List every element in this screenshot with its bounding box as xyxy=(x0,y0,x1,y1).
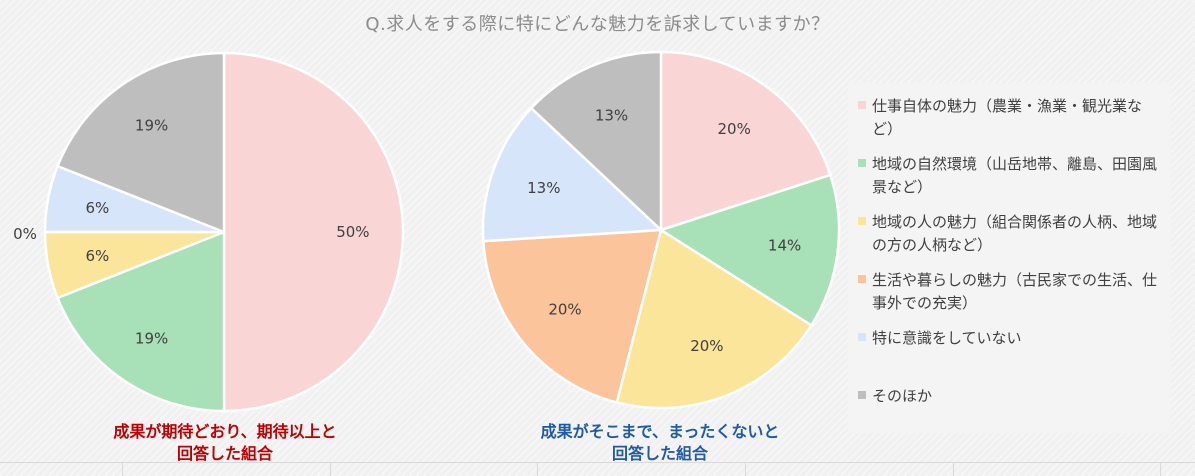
pie2-label-other: 13% xyxy=(595,107,628,125)
pie1-label-none: 6% xyxy=(86,199,110,217)
legend-label-life: 生活や暮らしの魅力（古民家での生活、仕事外での充実） xyxy=(872,271,1158,312)
pie2-slice-people xyxy=(615,228,813,410)
legend-swatch-life xyxy=(858,275,866,283)
right-chart-caption: 成果がそこまで、まったくないと 回答した組合 xyxy=(495,421,825,465)
pie1-slice-other xyxy=(56,51,226,234)
pie1-slice-nature xyxy=(56,230,226,413)
legend-label-nature: 地域の自然環境（山岳地帯、離島、田園風景など） xyxy=(872,155,1158,196)
legend-swatch-other xyxy=(858,391,866,399)
pie2-slice-work xyxy=(659,50,832,232)
right-caption-line-1: 成果がそこまで、まったくないと xyxy=(540,422,780,441)
left-caption-line-1: 成果が期待どおり、期待以上と xyxy=(113,422,337,441)
pie2-slice-other xyxy=(529,50,663,232)
pie1-label-work: 50% xyxy=(336,223,369,241)
footer-gridlines xyxy=(0,462,1195,476)
pie1-label-other: 19% xyxy=(135,116,168,134)
pie1-label-life: 0% xyxy=(13,225,37,243)
legend-label-work: 仕事自体の魅力（農業・漁業・観光業など） xyxy=(872,97,1143,138)
pie2-slice-nature xyxy=(659,173,841,327)
legend-label-other: そのほか xyxy=(872,387,933,405)
pie2-label-none: 13% xyxy=(527,179,560,197)
pie1-label-nature: 19% xyxy=(135,330,168,348)
pie2-label-life: 20% xyxy=(548,300,581,318)
pie2-label-nature: 14% xyxy=(768,237,801,255)
legend-label-people: 地域の人の魅力（組合関係者の人柄、地域の方の人柄など） xyxy=(872,213,1158,254)
left-chart-caption: 成果が期待どおり、期待以上と 回答した組合 xyxy=(60,421,390,465)
chart-title: Q.求人をする際に特にどんな魅力を訴求していますか？ xyxy=(365,14,830,35)
legend-swatch-nature xyxy=(858,159,866,167)
pie2-slice-life xyxy=(482,228,663,404)
legend-label-none: 特に意識をしていない xyxy=(872,329,1022,347)
pie2-label-people: 20% xyxy=(690,337,723,355)
right-caption-line-2: 回答した組合 xyxy=(611,444,708,463)
pie1-slice-work xyxy=(222,51,405,413)
pie1-label-people: 6% xyxy=(86,247,110,265)
legend-swatch-people xyxy=(858,217,866,225)
legend-swatch-none xyxy=(858,333,866,341)
legend: 仕事自体の魅力（農業・漁業・観光業など） 地域の自然環境（山岳地帯、離島、田園風… xyxy=(848,83,1171,433)
pie2-slice-none xyxy=(481,106,663,243)
left-caption-line-2: 回答した組合 xyxy=(176,444,273,463)
legend-swatch-work xyxy=(858,101,866,109)
pie2-label-work: 20% xyxy=(718,120,751,138)
